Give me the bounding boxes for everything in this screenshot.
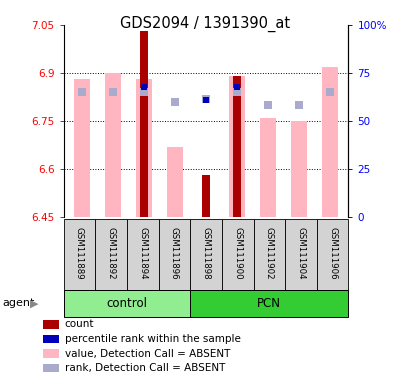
Text: PCN: PCN <box>257 297 281 310</box>
Text: GSM111900: GSM111900 <box>233 227 242 279</box>
Bar <box>201 175 210 217</box>
Bar <box>95 219 126 290</box>
Text: control: control <box>106 297 147 310</box>
Text: GDS2094 / 1391390_at: GDS2094 / 1391390_at <box>120 15 289 31</box>
Bar <box>74 79 90 217</box>
Bar <box>316 219 348 290</box>
Text: ▶: ▶ <box>29 298 38 308</box>
Text: GSM111892: GSM111892 <box>106 227 115 279</box>
Bar <box>126 219 158 290</box>
Bar <box>253 219 285 290</box>
Bar <box>105 73 121 217</box>
Bar <box>229 76 244 217</box>
Text: GSM111906: GSM111906 <box>327 227 336 279</box>
Bar <box>321 66 337 217</box>
Bar <box>232 76 241 217</box>
Bar <box>260 118 275 217</box>
Bar <box>221 219 253 290</box>
Text: rank, Detection Call = ABSENT: rank, Detection Call = ABSENT <box>65 363 225 373</box>
Text: percentile rank within the sample: percentile rank within the sample <box>65 334 240 344</box>
Bar <box>190 290 348 317</box>
Text: agent: agent <box>2 298 34 308</box>
Text: GSM111904: GSM111904 <box>296 227 305 279</box>
Bar <box>158 219 190 290</box>
Bar <box>63 290 190 317</box>
Bar <box>139 31 148 217</box>
Bar <box>290 121 306 217</box>
Bar <box>285 219 316 290</box>
Text: GSM111896: GSM111896 <box>169 227 178 279</box>
Text: value, Detection Call = ABSENT: value, Detection Call = ABSENT <box>65 349 229 359</box>
Bar <box>136 79 151 217</box>
Text: GSM111889: GSM111889 <box>75 227 84 279</box>
Text: GSM111898: GSM111898 <box>201 227 210 279</box>
Bar <box>167 147 182 217</box>
Text: count: count <box>65 319 94 329</box>
Bar <box>63 219 95 290</box>
Text: GSM111902: GSM111902 <box>264 227 273 279</box>
Text: GSM111894: GSM111894 <box>138 227 147 279</box>
Bar <box>190 219 221 290</box>
